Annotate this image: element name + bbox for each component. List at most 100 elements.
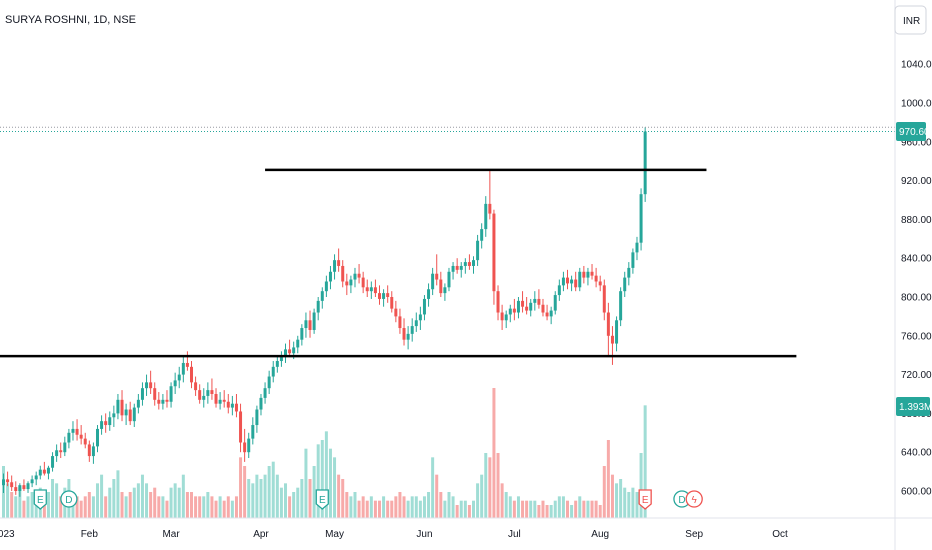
time-axis[interactable]: 2023 Feb Mar Apr May Jun Jul Aug Sep Oct [0,529,788,540]
event-circle-icon[interactable] [685,490,703,508]
candle-body [549,310,553,317]
volume-bar [247,479,251,518]
event-pin-icon[interactable] [638,489,652,510]
volume-bar [79,500,83,518]
candle-body [42,469,46,474]
event-marker[interactable]: D [60,490,78,508]
candle-body [316,300,320,313]
volume-bar [177,487,181,518]
volume-bar [549,505,553,518]
volume-bar [447,492,451,518]
volume-bar [100,474,104,518]
candle-body [615,320,619,344]
currency-button-frame[interactable] [894,5,927,35]
volume-bar [124,496,128,518]
candle-body [541,304,545,313]
candle-body [63,442,67,453]
candle-body [230,403,234,408]
event-marker[interactable]: E [33,489,47,510]
volume-bar [369,496,373,518]
volume-bar [435,474,439,518]
volume-bar [566,500,570,518]
candle-body [553,295,557,311]
candle-body [255,409,259,426]
candle-body [145,382,149,389]
candle-body [202,395,206,400]
candle-body [578,271,582,288]
event-marker[interactable]: E [315,489,329,510]
volume-bar [382,496,386,518]
volume-bar [590,500,594,518]
volume-bar [418,500,422,518]
volume-bar [308,479,312,518]
candle-body [623,277,627,292]
volume-bar [255,474,259,518]
volume-bar [251,483,255,518]
candle-body [402,328,406,340]
volume-bar [361,496,365,518]
candle-body [234,403,238,412]
candle-body [525,306,529,311]
candle-body [169,386,173,402]
volume-bar [594,500,598,518]
volume-bar [324,431,328,518]
volume-bar [529,500,533,518]
time-tick-label: May [325,529,344,540]
candle-body [610,335,614,344]
candle-body [476,240,480,261]
volume-bar [328,448,332,518]
candle-body [96,428,100,447]
event-pin-icon[interactable] [315,489,329,510]
volume-bar [161,496,165,518]
volume-bar [284,483,288,518]
volume-bar [455,505,459,518]
volume-bar [443,500,447,518]
volume-bar [316,444,320,518]
candle-body [369,287,373,292]
trendline-layer[interactable] [0,168,797,358]
candle-body [521,300,525,307]
price-tick-label: 840.00 [901,254,932,265]
time-tick-label: Jul [508,529,521,540]
candle-body [59,450,63,453]
time-tick-label: Sep [685,529,703,540]
candle-body [574,279,578,288]
volume-label: 1.393M [899,402,932,413]
candle-body [30,479,34,484]
volume-bar [619,479,623,518]
volume-bar [96,483,100,518]
candle-body [91,446,95,457]
candle-body [312,312,316,330]
volume-bar [357,500,361,518]
volume-bar [578,496,582,518]
volume-bar [615,483,619,518]
volume-bar [55,483,59,518]
last-price-badge: 970.60 [896,122,930,141]
candle-body [439,279,443,294]
price-line-layer [0,126,895,133]
event-marker[interactable]: ϟ [685,490,703,508]
candle-body [46,467,50,474]
candle-body [177,374,181,381]
candle-body [218,399,222,404]
candle-body [414,320,418,327]
currency-button[interactable]: INR [894,5,927,35]
volume-bar [108,487,112,518]
event-circle-icon[interactable] [60,490,78,508]
time-tick-label: Apr [253,529,269,540]
volume-bar [320,440,324,518]
event-marker[interactable]: E [638,489,652,510]
candle-body [619,291,623,321]
volume-bar [521,500,525,518]
candle-body [292,347,296,354]
event-pin-icon[interactable] [33,489,47,510]
candle-body [239,411,243,443]
volume-bar [190,492,194,518]
candle-body [79,434,83,439]
candle-body [496,291,500,313]
volume-bar [598,505,602,518]
candle-body [267,376,271,389]
